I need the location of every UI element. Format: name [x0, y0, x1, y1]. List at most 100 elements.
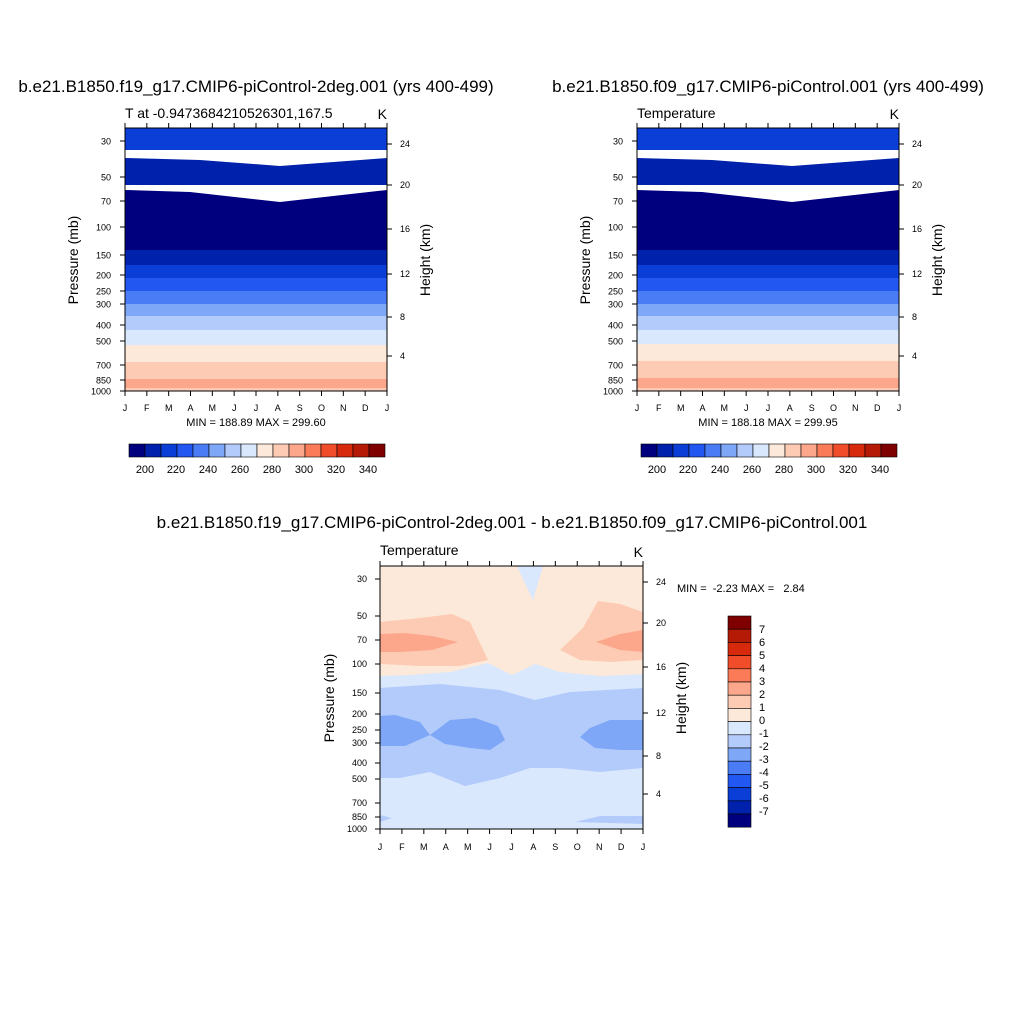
- pressure-tick-200: 200: [608, 271, 623, 281]
- colorbar-swatch: [192, 443, 210, 458]
- colorbar-swatch: [727, 655, 752, 670]
- colorbar-label: 3: [759, 676, 765, 688]
- panel3-contour-field: [380, 566, 643, 829]
- pressure-tick-50: 50: [357, 611, 367, 621]
- month-tick: J: [378, 842, 383, 852]
- colorbar-swatch: [784, 443, 802, 458]
- panel1-pressure-ticks: 30 50 70 100 150 200 250 300 400 500 700…: [91, 137, 111, 397]
- pressure-tick-500: 500: [96, 337, 111, 347]
- month-tick: O: [830, 403, 837, 413]
- colorbar-label: -2: [759, 741, 769, 753]
- colorbar-label: -7: [759, 806, 769, 818]
- colorbar-swatch: [320, 443, 338, 458]
- colorbar-label: 300: [295, 464, 313, 476]
- colorbar-label: 6: [759, 637, 765, 649]
- month-tick: A: [187, 403, 193, 413]
- panel2-pressure-axis-label: Pressure (mb): [577, 216, 593, 305]
- colorbar-swatch: [640, 443, 658, 458]
- month-tick: F: [144, 403, 150, 413]
- colorbar-swatch: [727, 734, 752, 749]
- month-tick: D: [362, 403, 369, 413]
- pressure-tick-400: 400: [96, 321, 111, 331]
- panel2-min-max: MIN = 188.18 MAX = 299.95: [698, 417, 837, 429]
- colorbar-label: 280: [775, 464, 793, 476]
- colorbar-swatch: [727, 787, 752, 802]
- panel2-height-ticks: 24 20 16 12 8 4: [912, 139, 922, 361]
- pressure-tick-850: 850: [352, 812, 367, 822]
- colorbar-swatch: [727, 694, 752, 709]
- panel2-height-axis-label: Height (km): [929, 224, 945, 296]
- axis-tick-marks: [120, 123, 904, 834]
- month-tick: A: [699, 403, 705, 413]
- pressure-tick-700: 700: [608, 361, 623, 371]
- pressure-tick-200: 200: [352, 709, 367, 719]
- colorbar-swatch: [256, 443, 274, 458]
- pressure-tick-100: 100: [608, 223, 623, 233]
- panel1-units-label: K: [378, 106, 388, 122]
- height-tick-16: 16: [912, 224, 922, 234]
- pressure-tick-250: 250: [96, 287, 111, 297]
- panel1-min-max: MIN = 188.89 MAX = 299.60: [186, 417, 325, 429]
- pressure-tick-50: 50: [101, 173, 111, 183]
- month-tick: J: [766, 403, 771, 413]
- pressure-tick-1000: 1000: [603, 387, 623, 397]
- panel2-month-ticks: J F M A M J J A S O N D J: [635, 403, 902, 413]
- colorbar-label: 280: [263, 464, 281, 476]
- colorbar-swatch: [352, 443, 370, 458]
- pressure-tick-850: 850: [96, 376, 111, 386]
- pressure-tick-400: 400: [608, 321, 623, 331]
- pressure-tick-150: 150: [608, 251, 623, 261]
- pressure-tick-70: 70: [357, 635, 367, 645]
- height-tick-4: 4: [912, 351, 917, 361]
- panel1-left-label: T at -0.9473684210526301,167.5: [125, 105, 333, 121]
- colorbar-swatch: [128, 443, 146, 458]
- panel1-contour-field: [125, 128, 387, 391]
- panel3-height-ticks: 24 20 16 12 8 4: [656, 577, 666, 799]
- colorbar-swatch: [160, 443, 178, 458]
- colorbar-label: 2: [759, 689, 765, 701]
- colorbar-swatch: [727, 774, 752, 788]
- height-tick-16: 16: [656, 662, 666, 672]
- colorbar-swatch: [176, 443, 194, 458]
- month-tick: S: [552, 842, 558, 852]
- colorbar-swatch: [727, 813, 752, 828]
- pressure-tick-30: 30: [101, 137, 111, 147]
- colorbar-label: 340: [871, 464, 889, 476]
- panel2-pressure-ticks: 30 50 70 100 150 200 250 300 400 500 700…: [603, 137, 623, 397]
- month-tick: J: [641, 842, 646, 852]
- colorbar-swatch: [304, 443, 322, 458]
- colorbar-label: -3: [759, 754, 769, 766]
- panel2-colorbar: 200 220 240 260 280 300 320 340: [640, 443, 898, 476]
- colorbar-swatch: [848, 443, 866, 458]
- colorbar-swatch: [704, 443, 722, 458]
- pressure-tick-850: 850: [608, 376, 623, 386]
- colorbar-label: -6: [759, 793, 769, 805]
- colorbar-label: -4: [759, 767, 769, 779]
- colorbar-swatch: [727, 760, 752, 775]
- colorbar-label: 340: [359, 464, 377, 476]
- month-tick: F: [399, 842, 405, 852]
- colorbar-swatch: [240, 443, 258, 458]
- month-tick: J: [254, 403, 259, 413]
- pressure-tick-500: 500: [352, 774, 367, 784]
- height-tick-4: 4: [400, 351, 405, 361]
- month-tick: A: [275, 403, 281, 413]
- pressure-tick-70: 70: [101, 197, 111, 207]
- colorbar-swatch: [727, 721, 752, 736]
- colorbar-label: 240: [199, 464, 217, 476]
- month-tick: M: [677, 403, 685, 413]
- month-tick: A: [787, 403, 793, 413]
- height-tick-20: 20: [656, 618, 666, 628]
- colorbar-label: 5: [759, 650, 765, 662]
- colorbar-label: 200: [648, 464, 666, 476]
- month-tick: M: [420, 842, 428, 852]
- panel2-left-label: Temperature: [637, 105, 716, 121]
- colorbar-swatch: [768, 443, 786, 458]
- panel1-height-axis-label: Height (km): [417, 224, 433, 296]
- colorbar-swatch: [727, 747, 752, 762]
- pressure-tick-70: 70: [613, 197, 623, 207]
- month-tick: J: [635, 403, 640, 413]
- month-tick: M: [209, 403, 217, 413]
- panel1-pressure-axis-label: Pressure (mb): [65, 216, 81, 305]
- month-tick: N: [340, 403, 347, 413]
